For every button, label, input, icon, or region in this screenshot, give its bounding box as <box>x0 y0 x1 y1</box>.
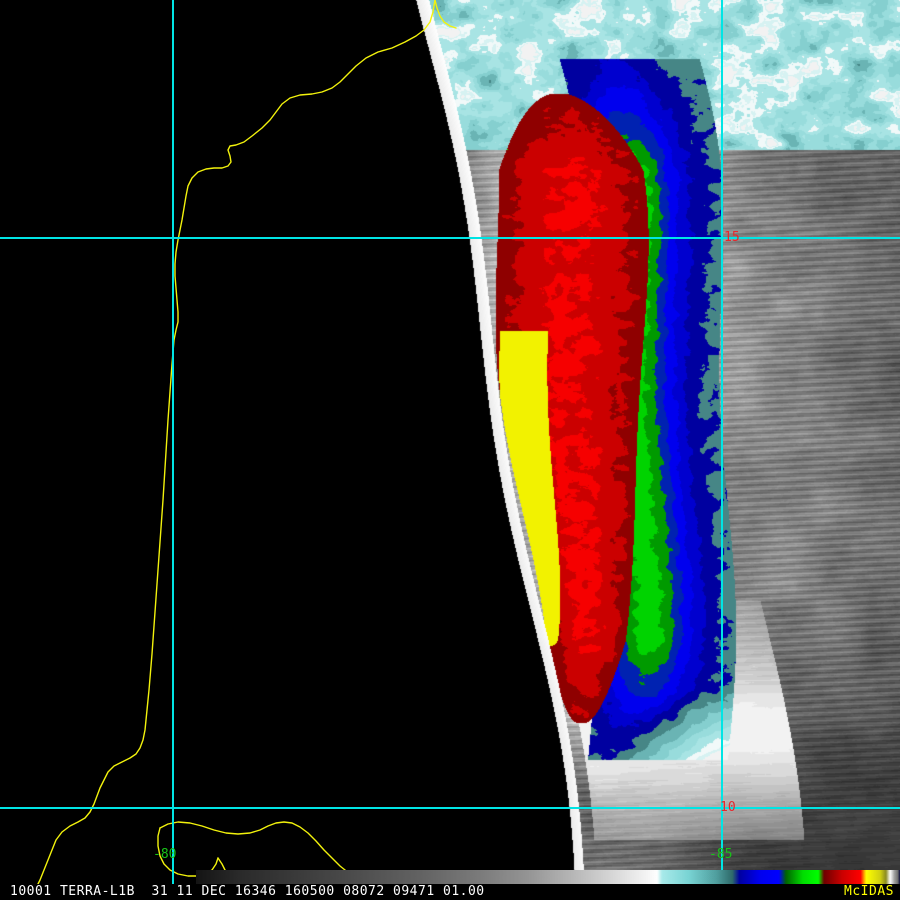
lon-label-80: -80 <box>153 847 177 862</box>
lon-label-85: -85 <box>709 847 733 862</box>
lat-label-15: 15 <box>724 230 740 245</box>
lat-label-10: 10 <box>720 800 736 815</box>
mcidas-brand-label: McIDAS <box>844 884 894 899</box>
annotation-bar: 10001 TERRA-L1B 31 11 DEC 16346 160500 0… <box>0 870 900 900</box>
status-line: 10001 TERRA-L1B 31 11 DEC 16346 160500 0… <box>10 884 485 899</box>
colorbar-canvas <box>196 870 900 884</box>
ir-enhancement-colorbar[interactable] <box>196 870 900 884</box>
